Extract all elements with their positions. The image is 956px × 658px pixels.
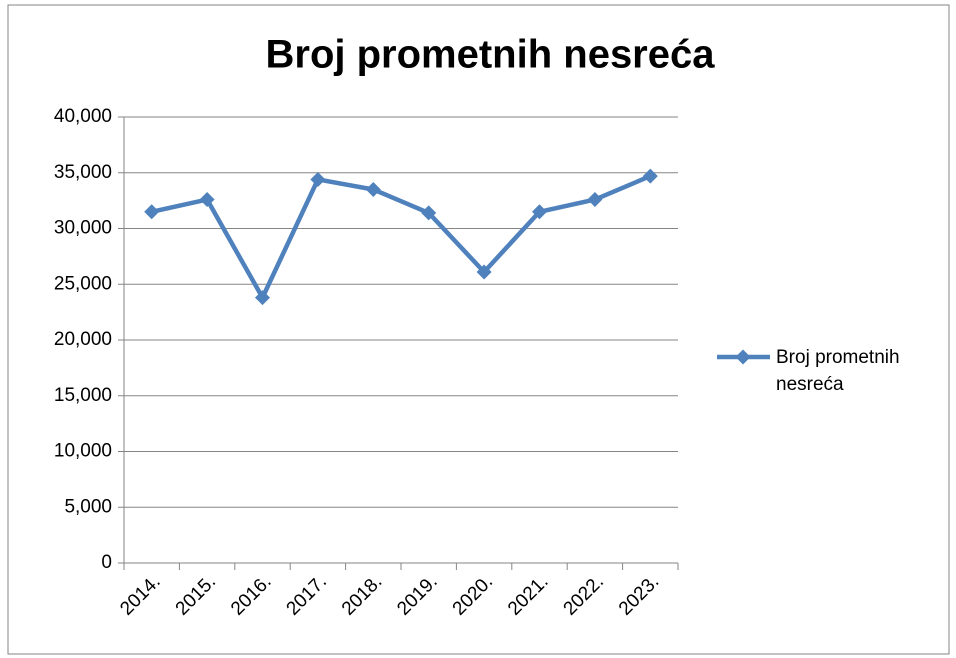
data-point (421, 205, 437, 221)
data-point (476, 264, 492, 280)
data-point (255, 290, 270, 306)
y-tick-label: 30,000 (54, 218, 112, 239)
chart-border (7, 4, 950, 655)
y-tick-label: 5,000 (64, 496, 112, 517)
data-line (151, 174, 652, 300)
y-tick-label: 40,000 (54, 106, 112, 127)
y-tick-label: 15,000 (54, 385, 112, 406)
y-tick-label: 35,000 (54, 162, 112, 183)
data-point (310, 171, 326, 187)
y-tick-label: 25,000 (54, 273, 112, 294)
legend-label: Broj prometnih nesreća (776, 347, 900, 395)
data-point (587, 192, 603, 208)
legend-marker (735, 349, 751, 365)
y-tick-label: 0 (101, 552, 112, 573)
data-point (144, 204, 160, 220)
y-tick-label: 10,000 (54, 441, 112, 462)
data-point (532, 204, 547, 220)
y-tick-label: 20,000 (54, 329, 112, 350)
data-point (365, 181, 381, 197)
chart-title: Broj prometnih nesreća (265, 33, 715, 77)
data-point (199, 192, 215, 208)
data-point (642, 168, 658, 184)
